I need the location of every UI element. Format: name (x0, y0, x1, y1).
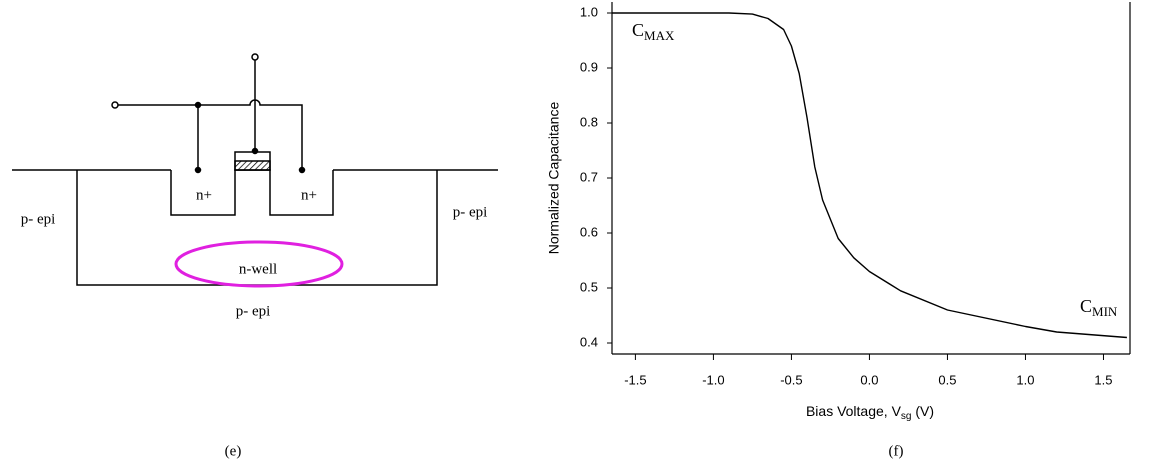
device-diagram (12, 53, 498, 288)
terminal (111, 101, 119, 109)
diagram-labels: p- epi p- epi p- epi n+ n+ n-well (e) (21, 187, 488, 459)
label: n+ (196, 187, 212, 203)
caption: (e) (225, 443, 242, 459)
junction (194, 101, 202, 109)
x-tick-label: -0.5 (780, 372, 802, 387)
caption: (f) (889, 443, 904, 459)
y-tick-label: 0.5 (580, 279, 598, 294)
x-label-sub: sg (901, 411, 912, 422)
x-axis-label: Bias Voltage, Vsg (V) (806, 403, 934, 422)
label: p- epi (236, 303, 271, 319)
y-axis-label: Normalized Capacitance (546, 102, 562, 255)
terminal (251, 53, 259, 61)
annotation-sub: MAX (644, 28, 675, 43)
junction (251, 147, 259, 155)
annotation-sub: MIN (1092, 304, 1118, 319)
wires (118, 59, 303, 170)
annotation-text: C (1080, 296, 1092, 316)
junction (194, 166, 202, 174)
annotation: CMIN (1080, 296, 1118, 319)
annotation-text: C (632, 20, 644, 40)
y-tick-label: 0.7 (580, 169, 598, 184)
x-tick-label: 0.5 (938, 372, 956, 387)
label: n-well (239, 261, 277, 277)
gate-oxide (234, 160, 271, 171)
x-tick-label: -1.0 (702, 372, 724, 387)
junction (298, 166, 306, 174)
label: n+ (301, 187, 317, 203)
x-label-main: Bias Voltage, V (806, 403, 902, 419)
capacitance-curve (612, 12, 1127, 339)
x-label-tail: (V) (911, 403, 934, 419)
label: p- epi (21, 211, 56, 227)
y-tick-label: 0.9 (580, 59, 598, 74)
x-tick-label: 1.0 (1016, 372, 1034, 387)
x-tick-label: -1.5 (624, 372, 646, 387)
x-tick-label: 0.0 (860, 372, 878, 387)
label: p- epi (453, 204, 488, 220)
x-tick-label: 1.5 (1094, 372, 1112, 387)
highlight (174, 240, 344, 288)
annotation: CMAX (632, 20, 675, 43)
y-tick-label: 0.6 (580, 224, 598, 239)
y-tick-label: 0.8 (580, 114, 598, 129)
y-tick-label: 0.4 (580, 334, 598, 349)
y-tick-label: 1.0 (580, 4, 598, 19)
